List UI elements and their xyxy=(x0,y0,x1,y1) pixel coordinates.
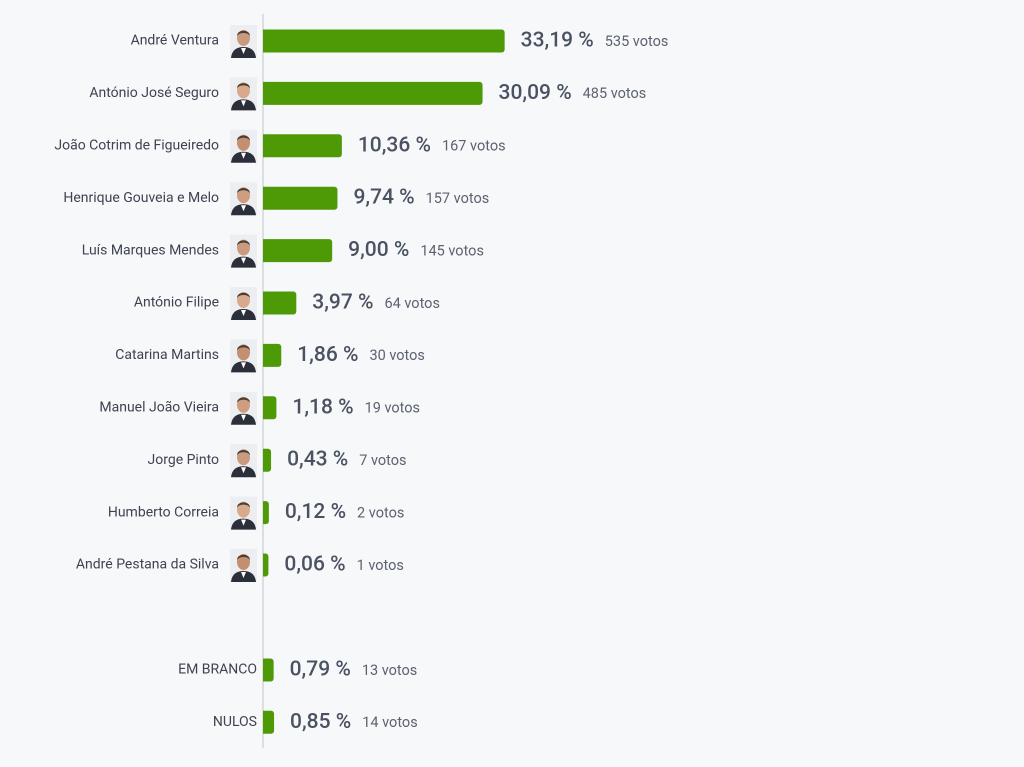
photo-hair xyxy=(237,449,250,456)
photo-hair xyxy=(237,397,250,403)
bar xyxy=(263,448,272,472)
photo-collar xyxy=(241,152,246,159)
bar xyxy=(263,29,505,53)
votes-label: 19 votos xyxy=(365,400,420,417)
bar xyxy=(263,186,338,210)
photo-head xyxy=(237,134,250,151)
value-label: 9,00 % xyxy=(348,238,409,262)
bar xyxy=(263,291,297,315)
photo-head xyxy=(237,554,250,570)
category-label: João Cotrim de Figueiredo xyxy=(54,138,219,154)
candidate-photo xyxy=(230,234,257,268)
candidate-photo xyxy=(230,549,257,582)
value-label: 0,43 % xyxy=(287,448,348,472)
photo-collar xyxy=(241,572,246,578)
votes-label: 64 votos xyxy=(384,295,439,312)
bar xyxy=(263,81,483,105)
category-label: Jorge Pinto xyxy=(148,452,219,468)
photo-head xyxy=(237,501,250,518)
photo-head xyxy=(237,187,250,204)
votes-label: 14 votos xyxy=(362,714,417,731)
value-label: 9,74 % xyxy=(353,186,414,210)
photo-collar xyxy=(241,467,246,474)
votes-label: 157 votos xyxy=(426,190,490,207)
votes-label: 13 votos xyxy=(362,662,417,679)
photo-hair xyxy=(237,345,250,351)
photo-head xyxy=(237,449,250,466)
photo-hair xyxy=(237,30,250,36)
category-label: Luís Marques Mendes xyxy=(82,242,219,258)
value-label: 0,85 % xyxy=(290,710,351,734)
votes-label: 535 votos xyxy=(605,33,669,50)
photo-hair xyxy=(237,187,250,194)
value-label: 1,86 % xyxy=(297,343,358,367)
photo-hair xyxy=(237,240,250,246)
category-label: António Filipe xyxy=(134,295,219,311)
candidate-photo xyxy=(230,25,257,58)
category-label: Humberto Correia xyxy=(108,504,219,520)
category-label: Henrique Gouveia e Melo xyxy=(63,190,219,206)
photo-head xyxy=(237,292,250,308)
bar xyxy=(263,553,269,577)
bar xyxy=(263,239,333,263)
photo-hair xyxy=(237,83,250,89)
photo-collar xyxy=(241,205,246,212)
candidate-photo xyxy=(230,129,257,163)
bar xyxy=(263,396,277,420)
bar xyxy=(263,710,275,734)
photo-head xyxy=(237,82,250,99)
votes-label: 1 votos xyxy=(357,557,404,574)
photo-hair xyxy=(237,292,250,298)
value-label: 30,09 % xyxy=(499,81,572,105)
candidate-photo xyxy=(230,287,257,320)
value-label: 0,79 % xyxy=(290,658,351,682)
photo-hair xyxy=(237,135,250,141)
photo-hair xyxy=(237,502,250,508)
photo-head xyxy=(237,30,250,46)
bar xyxy=(263,501,269,525)
category-label: André Ventura xyxy=(131,33,219,49)
candidate-photo xyxy=(230,444,257,478)
candidate-photo xyxy=(230,182,257,216)
bar xyxy=(263,134,342,158)
bar xyxy=(263,658,274,682)
votes-label: 485 votos xyxy=(583,85,647,102)
value-label: 3,97 % xyxy=(312,291,373,315)
votes-label: 7 votos xyxy=(359,452,406,469)
photo-collar xyxy=(241,48,246,54)
value-label: 33,19 % xyxy=(521,29,594,53)
photo-hair xyxy=(237,554,250,560)
category-label: Catarina Martins xyxy=(115,347,219,363)
value-label: 0,12 % xyxy=(285,500,346,524)
value-label: 0,06 % xyxy=(284,553,345,577)
photo-head xyxy=(237,344,250,361)
category-label: EM BRANCO xyxy=(178,662,257,678)
votes-label: 2 votos xyxy=(357,504,404,521)
photo-collar xyxy=(241,414,246,421)
candidate-photo xyxy=(230,391,257,425)
photo-collar xyxy=(241,100,246,107)
photo-collar xyxy=(241,257,246,264)
candidate-photo xyxy=(230,496,257,530)
votes-label: 167 votos xyxy=(442,138,506,155)
votes-label: 145 votos xyxy=(420,242,484,259)
value-label: 1,18 % xyxy=(292,395,353,419)
category-label: André Pestana da Silva xyxy=(76,557,219,573)
category-label: NULOS xyxy=(213,714,257,730)
candidate-photo xyxy=(230,339,257,373)
candidate-photo xyxy=(230,77,257,111)
photo-collar xyxy=(241,519,246,526)
photo-head xyxy=(237,239,250,256)
bar xyxy=(263,343,282,367)
category-label: António José Seguro xyxy=(89,85,219,101)
category-label: Manuel João Vieira xyxy=(99,400,219,416)
photo-collar xyxy=(241,362,246,369)
photo-head xyxy=(237,396,250,413)
value-label: 10,36 % xyxy=(358,133,431,157)
photo-collar xyxy=(241,310,246,316)
votes-label: 30 votos xyxy=(369,347,424,364)
